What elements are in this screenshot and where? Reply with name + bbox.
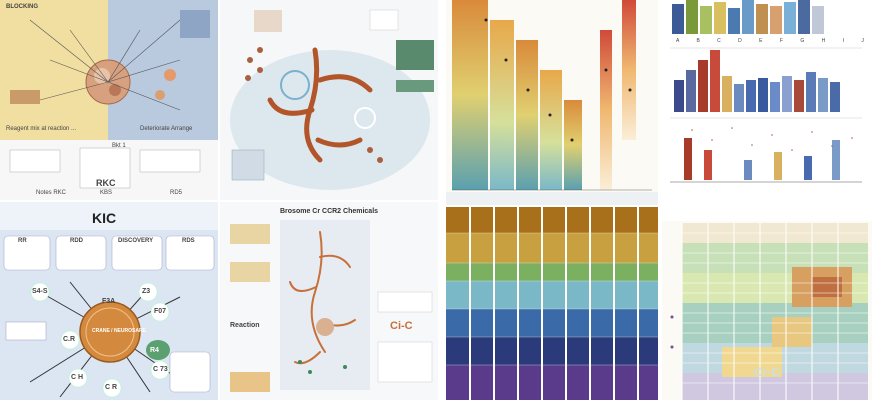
- panel-bottom-right-stripes: [446, 207, 658, 400]
- kic-box-3: DISCOVERY: [118, 238, 154, 244]
- panel-top-left-infographic: BLOCKING Bkt 1 RKC Reagent mix at reacti…: [0, 0, 218, 200]
- center-divider: [440, 0, 444, 400]
- watermark-text: Cr-C: [754, 365, 780, 379]
- grid-table-graphic: [662, 207, 872, 400]
- kic-center-label: CRANE / NEUROSARE: [92, 328, 146, 334]
- bm-right-label: Ci-C: [390, 320, 413, 332]
- kic-sat-7: C H: [71, 374, 84, 381]
- bm-graphic: [230, 220, 433, 392]
- tl-right-bottom: Deteriorate Arrange: [140, 126, 193, 132]
- gradient-chart-graphic: [446, 0, 658, 205]
- panel-top-middle-diagram: [220, 0, 438, 200]
- kic-sat-1: S4-S: [32, 288, 48, 295]
- tl-core-label: RKC: [96, 178, 116, 188]
- panel-top-left-graphic: [0, 0, 218, 200]
- bar-top-letters: A B C D E F G H I J: [676, 38, 872, 44]
- bar-charts-graphic: [670, 0, 862, 183]
- stripe-table-graphic: [446, 207, 658, 400]
- kic-box-4: RDS: [182, 238, 195, 244]
- kic-sat-6: R4: [150, 347, 159, 354]
- kic-sat-8: C 73: [153, 366, 168, 373]
- panel-top-right-gradient-chart: [446, 0, 658, 205]
- kic-sat-5: F07: [154, 308, 167, 315]
- kic-sat-4: Z3: [142, 288, 151, 295]
- tl-bottom-label-3: RD5: [170, 190, 183, 196]
- panel-bottom-far-right-grid: Cr-C: [662, 207, 872, 400]
- tl-left-bottom: Reagent mix at reaction ...: [6, 126, 77, 132]
- kic-sat-2: F3A: [102, 298, 116, 305]
- tl-bottom-label-2: KBS: [100, 190, 113, 196]
- kic-sat-3: C.R: [63, 336, 76, 343]
- tl-head-label: BLOCKING: [6, 4, 38, 10]
- kic-graphic: [0, 230, 218, 400]
- panel-top-far-right-bars: A B C D E F G H I J: [662, 0, 872, 205]
- bm-left-label: Reaction: [230, 322, 260, 329]
- tl-center-label: Bkt 1: [112, 143, 126, 149]
- bm-title: Brosome Cr CCR2 Chemicals: [280, 208, 379, 215]
- kic-box-2: RDD: [70, 238, 83, 244]
- tl-bottom-label-1: Notes RKC: [36, 190, 67, 196]
- kic-sat-9: C R: [105, 384, 118, 391]
- panel-bottom-left-kic: KIC RR RDD DISCOVERY RDS CRANE / NEUROSA…: [0, 202, 218, 400]
- panel-top-middle-graphic: [230, 9, 434, 190]
- panel-bottom-middle-diagram: Brosome Cr CCR2 Chemicals Reaction Ci-C: [220, 202, 438, 400]
- kic-title: KIC: [92, 210, 117, 226]
- kic-box-1: RR: [18, 238, 27, 244]
